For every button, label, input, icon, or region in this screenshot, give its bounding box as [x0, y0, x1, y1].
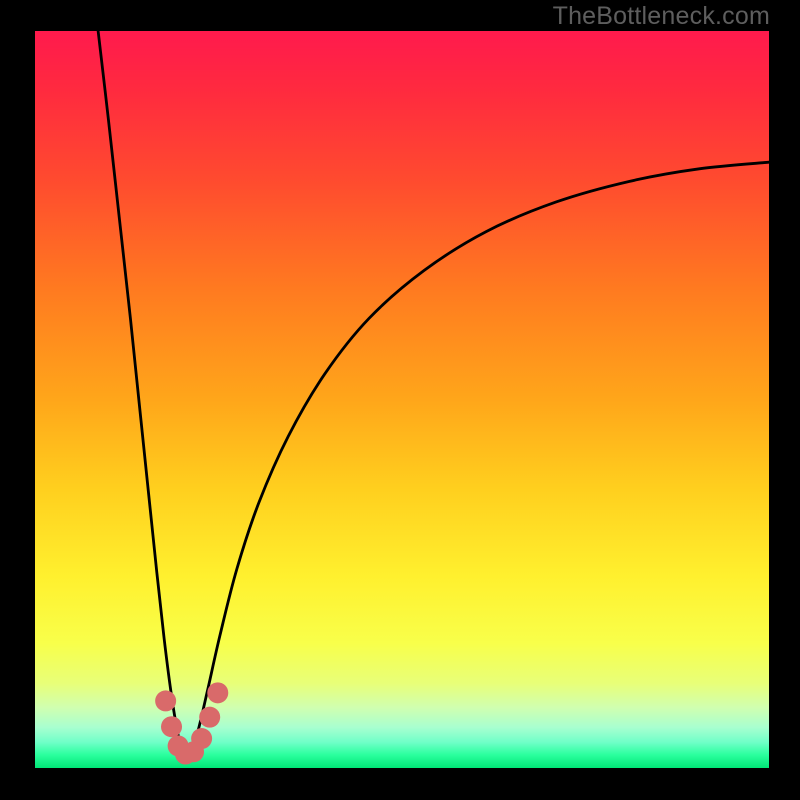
plot-background-gradient: [35, 31, 769, 768]
chart-stage: TheBottleneck.com: [0, 0, 800, 800]
notch-marker: [207, 682, 228, 703]
notch-marker: [191, 728, 212, 749]
chart-svg: [0, 0, 800, 800]
watermark-text: TheBottleneck.com: [553, 2, 770, 31]
notch-marker: [199, 707, 220, 728]
notch-marker: [155, 690, 176, 711]
notch-marker: [161, 716, 182, 737]
